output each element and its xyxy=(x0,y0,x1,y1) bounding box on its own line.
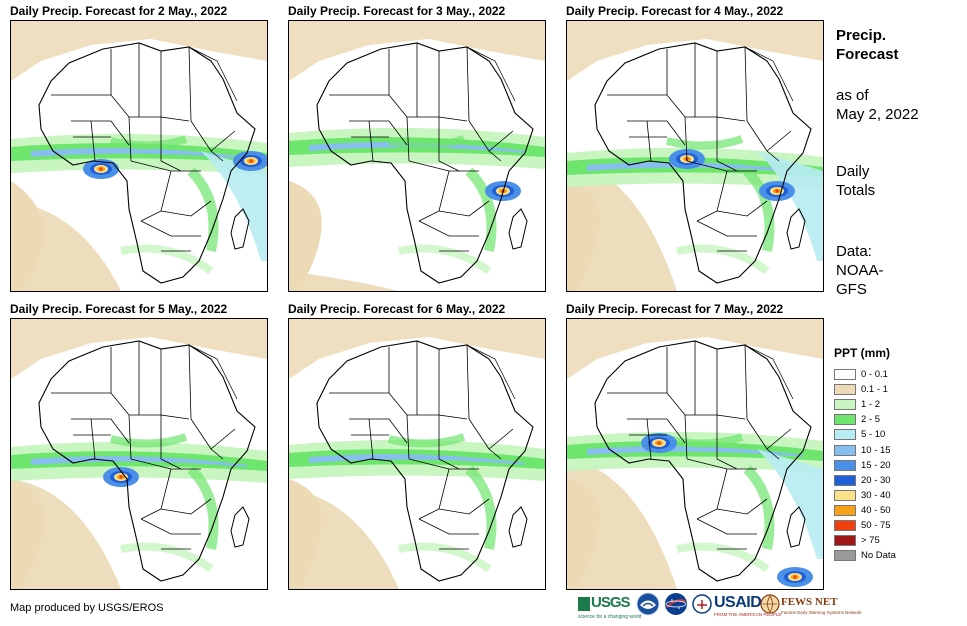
totals-line: Totals xyxy=(836,182,876,199)
usgs-logo: USGS science for a changing world xyxy=(578,592,641,622)
panel-title: Daily Precip. Forecast for 2 May., 2022 xyxy=(10,4,228,18)
totals-line: Daily xyxy=(836,163,870,180)
precip-map xyxy=(288,20,546,292)
legend-label: 10 - 15 xyxy=(861,444,891,456)
panel-title: Daily Precip. Forecast for 6 May., 2022 xyxy=(288,302,506,316)
panel-title: Daily Precip. Forecast for 3 May., 2022 xyxy=(288,4,506,18)
legend-label: No Data xyxy=(861,550,896,562)
legend-swatch xyxy=(834,444,856,456)
as-of-label: as of xyxy=(836,87,869,104)
precip-map xyxy=(566,20,824,292)
legend: PPT (mm) 0 - 0.1 0.1 - 1 1 - 2 2 - 5 5 - 10 1… xyxy=(834,346,954,563)
legend-entry: > 75 xyxy=(834,533,954,548)
legend-entry: 1 - 2 xyxy=(834,397,954,412)
side-title-line: Precip. xyxy=(836,27,887,44)
legend-entry: 30 - 40 xyxy=(834,488,954,503)
legend-label: 15 - 20 xyxy=(861,459,891,471)
legend-swatch xyxy=(834,550,856,562)
map-credit: Map produced by USGS/EROS xyxy=(10,602,164,614)
legend-label: 50 - 75 xyxy=(861,519,891,531)
panel-title: Daily Precip. Forecast for 4 May., 2022 xyxy=(566,4,784,18)
data-source-line: NOAA- xyxy=(836,262,884,279)
legend-swatch xyxy=(834,519,856,531)
side-title: Precip. Forecast xyxy=(836,26,946,64)
nasa-logo-icon xyxy=(664,592,688,622)
legend-label: 5 - 10 xyxy=(861,429,886,441)
legend-label: 0.1 - 1 xyxy=(861,384,888,396)
africa-precip-map xyxy=(289,21,545,291)
noaa-logo-icon xyxy=(636,592,660,622)
legend-label: > 75 xyxy=(861,535,880,547)
usaid-seal-icon xyxy=(692,594,712,614)
usgs-tagline: science for a changing world xyxy=(578,614,642,620)
side-title-line: Forecast xyxy=(836,46,899,63)
usgs-mark-icon xyxy=(578,597,590,611)
legend-entry: 50 - 75 xyxy=(834,518,954,533)
legend-entry: 0.1 - 1 xyxy=(834,382,954,397)
legend-label: 20 - 30 xyxy=(861,474,891,486)
legend-swatch xyxy=(834,535,856,547)
legend-swatch xyxy=(834,369,856,381)
precip-map xyxy=(10,20,268,292)
legend-swatch xyxy=(834,429,856,441)
legend-swatch xyxy=(834,474,856,486)
as-of-value: May 2, 2022 xyxy=(836,106,919,123)
legend-entry: 15 - 20 xyxy=(834,458,954,473)
legend-entry: No Data xyxy=(834,548,954,563)
legend-entry: 5 - 10 xyxy=(834,427,954,442)
legend-label: 0 - 0.1 xyxy=(861,369,888,381)
totals-note: Daily Totals xyxy=(836,162,946,200)
precip-map xyxy=(10,318,268,590)
precip-map xyxy=(566,318,824,590)
legend-entry: 20 - 30 xyxy=(834,473,954,488)
legend-swatch xyxy=(834,384,856,396)
legend-swatch xyxy=(834,489,856,501)
data-source-line: Data: xyxy=(836,243,872,260)
africa-precip-map xyxy=(567,21,823,291)
fews-net-logo: FEWS NET Famine Early Warning Systems Ne… xyxy=(760,592,862,622)
legend-swatch xyxy=(834,504,856,516)
panel-title: Daily Precip. Forecast for 7 May., 2022 xyxy=(566,302,784,316)
fews-tagline: Famine Early Warning Systems Network xyxy=(781,610,862,615)
legend-entry: 10 - 15 xyxy=(834,442,954,457)
usgs-wordmark: USGS xyxy=(591,594,631,611)
legend-swatch xyxy=(834,459,856,471)
as-of-date: as of May 2, 2022 xyxy=(836,86,956,124)
panel-title: Daily Precip. Forecast for 5 May., 2022 xyxy=(10,302,228,316)
africa-precip-map xyxy=(289,319,545,589)
legend-entry: 40 - 50 xyxy=(834,503,954,518)
precip-map xyxy=(288,318,546,590)
data-source: Data: NOAA- GFS xyxy=(836,242,946,299)
usaid-tagline: FROM THE AMERICAN PEOPLE xyxy=(714,612,782,617)
africa-precip-map xyxy=(11,21,267,291)
usaid-logo: USAID FROM THE AMERICAN PEOPLE xyxy=(692,592,781,622)
legend-label: 1 - 2 xyxy=(861,399,881,411)
data-source-line: GFS xyxy=(836,281,867,298)
legend-label: 2 - 5 xyxy=(861,414,881,426)
africa-precip-map xyxy=(11,319,267,589)
legend-label: 30 - 40 xyxy=(861,489,891,501)
legend-entry: 2 - 5 xyxy=(834,412,954,427)
fews-wordmark: FEWS NET xyxy=(781,596,838,608)
legend-items: 0 - 0.1 0.1 - 1 1 - 2 2 - 5 5 - 10 10 - 15 15 … xyxy=(834,367,954,563)
legend-label: 40 - 50 xyxy=(861,504,891,516)
partner-logos: USGS science for a changing world USAID … xyxy=(578,592,862,622)
usaid-wordmark: USAID xyxy=(714,594,762,611)
legend-title: PPT (mm) xyxy=(834,346,891,360)
legend-swatch xyxy=(834,414,856,426)
africa-precip-map xyxy=(567,319,823,589)
fews-globe-icon xyxy=(760,594,780,614)
legend-entry: 0 - 0.1 xyxy=(834,367,954,382)
legend-swatch xyxy=(834,399,856,411)
